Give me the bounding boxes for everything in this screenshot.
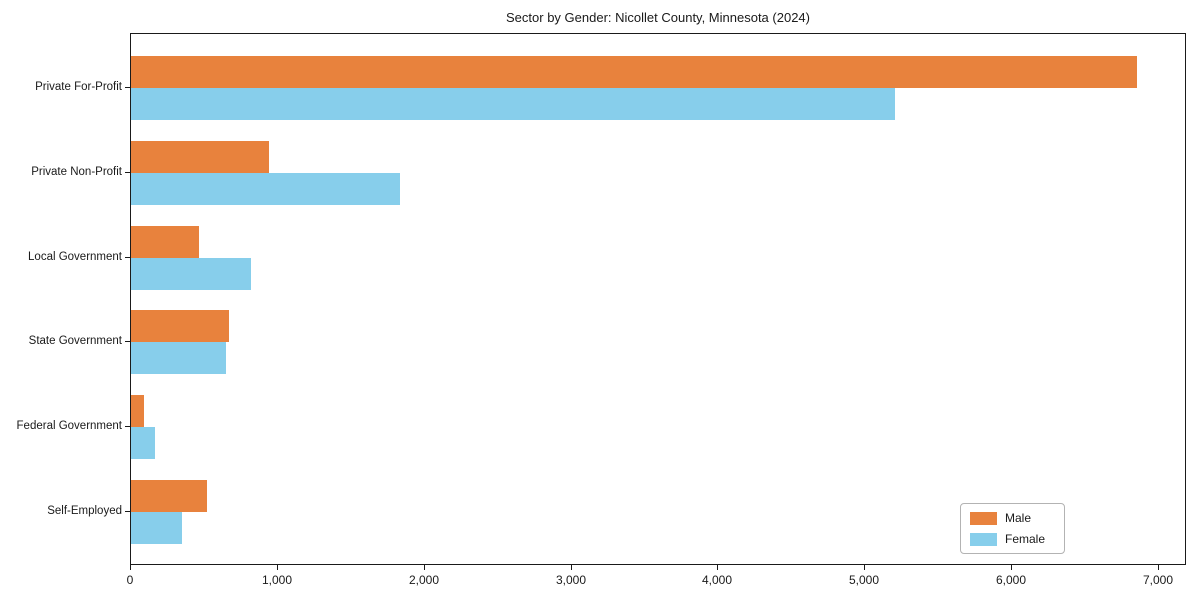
x-tick-mark <box>424 565 425 570</box>
bar-male-local-government <box>131 226 199 258</box>
x-tick-mark <box>277 565 278 570</box>
bar-male-federal-government <box>131 395 144 427</box>
y-tick-label-federal-government: Federal Government <box>16 420 122 432</box>
y-tick-label-private-for-profit: Private For-Profit <box>35 81 122 93</box>
x-tick-mark <box>130 565 131 570</box>
x-tick-label-0: 0 <box>126 573 134 587</box>
y-tick-mark <box>125 511 130 512</box>
x-tick-label-2-000: 2,000 <box>408 573 440 587</box>
legend: Male Female <box>959 503 1065 554</box>
bar-male-private-for-profit <box>131 56 1137 88</box>
y-tick-label-self-employed: Self-Employed <box>47 505 122 517</box>
legend-label-male: Male <box>1004 511 1031 525</box>
plot-area <box>130 33 1186 565</box>
x-tick-mark <box>717 565 718 570</box>
bar-female-self-employed <box>131 512 182 544</box>
x-tick-label-1-000: 1,000 <box>261 573 293 587</box>
bar-female-local-government <box>131 258 251 290</box>
y-tick-mark <box>125 426 130 427</box>
x-tick-mark <box>571 565 572 570</box>
chart-title: Sector by Gender: Nicollet County, Minne… <box>506 10 810 25</box>
legend-swatch-female-icon <box>969 532 997 546</box>
y-tick-label-private-non-profit: Private Non-Profit <box>31 166 122 178</box>
x-tick-mark <box>1158 565 1159 570</box>
bar-male-state-government <box>131 310 229 342</box>
legend-swatch-male-icon <box>969 511 997 525</box>
bar-female-federal-government <box>131 427 155 459</box>
bar-female-private-for-profit <box>131 88 895 120</box>
y-tick-mark <box>125 87 130 88</box>
bar-male-self-employed <box>131 480 207 512</box>
y-tick-mark <box>125 172 130 173</box>
x-tick-label-7-000: 7,000 <box>1142 573 1174 587</box>
x-tick-mark <box>864 565 865 570</box>
bar-female-private-non-profit <box>131 173 400 205</box>
x-tick-label-4-000: 4,000 <box>701 573 733 587</box>
x-tick-label-3-000: 3,000 <box>555 573 587 587</box>
bar-male-private-non-profit <box>131 141 269 173</box>
y-tick-label-state-government: State Government <box>28 335 122 347</box>
x-tick-mark <box>1011 565 1012 570</box>
legend-label-female: Female <box>1004 532 1045 546</box>
x-tick-label-5-000: 5,000 <box>848 573 880 587</box>
y-tick-mark <box>125 257 130 258</box>
legend-item-male: Male <box>969 511 1055 525</box>
y-tick-mark <box>125 341 130 342</box>
y-tick-label-local-government: Local Government <box>28 251 122 263</box>
legend-item-female: Female <box>969 532 1055 546</box>
bar-female-state-government <box>131 342 226 374</box>
x-tick-label-6-000: 6,000 <box>995 573 1027 587</box>
